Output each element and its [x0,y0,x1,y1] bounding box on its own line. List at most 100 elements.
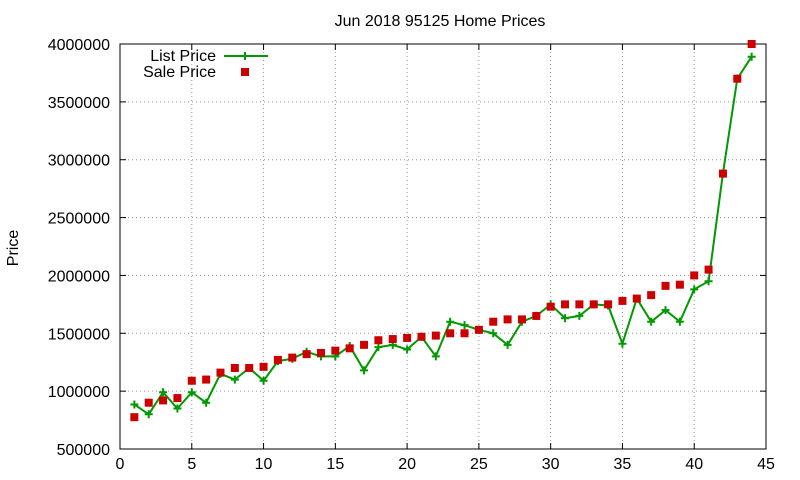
legend-marker-list-price [241,52,249,60]
sale-price-point [675,280,684,289]
grid [120,44,766,449]
axes [119,43,767,450]
plot-frame [119,43,767,450]
sale-price-point [589,300,598,309]
list-price-point [460,321,469,330]
sale-price-point [661,281,670,290]
x-tick-label: 35 [614,456,632,473]
list-price-point [431,352,440,361]
sale-price-point [503,315,512,324]
y-tick-label: 2000000 [48,268,110,285]
sale-price-point [245,364,254,372]
sale-price-point [331,346,340,355]
sale-price-point [446,329,455,338]
y-tick-label: 3500000 [48,95,110,112]
list-price-point [230,375,239,384]
list-price-point [130,400,139,409]
sale-price-point [546,302,555,311]
sale-price-point [704,265,713,274]
legend-label-sale-price: Sale Price [143,64,216,81]
y-axis-label: Price [5,230,22,267]
sale-price-point [159,396,168,405]
sale-price-point [561,300,570,309]
y-tick-label: 2500000 [48,211,110,228]
sale-price-point [460,329,469,338]
x-tick-label: 30 [542,456,560,473]
sale-price-point [690,271,699,280]
sale-price-point [647,291,656,300]
legend: List Price Sale Price [143,48,268,81]
list-price-point [661,306,670,315]
sale-price-point [130,413,139,422]
sale-price-point [388,335,397,344]
series-sale-price [130,40,756,422]
sale-price-point [187,376,196,385]
x-tick-label: 20 [398,456,416,473]
list-price-point [704,277,713,286]
sale-price-point [747,40,756,48]
tick-labels: 0 5 10 15 20 25 30 35 40 45 500000 1000000 1500000 20… [48,37,775,473]
series-list-price [130,52,756,419]
list-price-point [647,317,656,326]
y-tick-label: 1000000 [48,384,110,401]
list-price-point [403,345,412,354]
sale-price-point [345,344,354,353]
list-price-point [690,285,699,294]
list-price-point [747,52,756,61]
sale-price-point [202,375,211,384]
list-price-point [675,317,684,326]
sale-price-point [532,311,541,320]
list-price-point [360,366,369,375]
x-tick-label: 0 [116,456,125,473]
list-price-point [374,343,383,352]
y-tick-label: 500000 [57,442,110,459]
series-line-list-price [133,56,753,416]
sale-price-point [474,325,483,334]
sale-price-point [230,364,239,372]
list-price-point [144,410,153,419]
sale-price-point [575,300,584,309]
list-price-point [446,317,455,326]
sale-price-point [259,362,268,371]
y-tick-label: 1500000 [48,326,110,343]
legend-marker-sale-price [241,68,249,76]
y-tick-label: 3000000 [48,153,110,170]
sale-price-point [173,394,182,403]
x-tick-label: 40 [685,456,703,473]
list-price-point [618,339,627,348]
sale-price-point [360,340,369,349]
list-price-point [259,376,268,385]
sale-price-point [403,333,412,342]
sale-price-point [517,315,526,324]
sale-price-point [273,355,282,364]
list-price-point [159,388,168,397]
list-price-point [187,388,196,397]
x-tick-label: 15 [326,456,344,473]
legend-item-sale-price: Sale Price [143,64,249,81]
y-tick-label: 4000000 [48,37,110,54]
x-tick-label: 45 [757,456,775,473]
sale-price-point [302,350,311,359]
sale-price-point [718,169,727,178]
x-tick-label: 10 [255,456,273,473]
list-price-point [503,340,512,349]
list-price-point [489,329,498,338]
x-tick-label: 25 [470,456,488,473]
sale-price-point [489,317,498,326]
legend-item-list-price: List Price [150,48,268,65]
sale-price-point [216,368,225,377]
sale-price-point [417,332,426,341]
sale-price-point [733,74,742,83]
list-price-point [202,398,211,407]
x-tick-label: 5 [187,456,196,473]
sale-price-point [604,300,613,309]
list-price-point [561,314,570,323]
legend-label-list-price: List Price [150,48,216,65]
list-price-point [173,404,182,413]
sale-price-point [144,398,153,407]
sale-price-point [431,331,440,340]
chart-title: Jun 2018 95125 Home Prices [335,13,546,30]
sale-price-point [618,296,627,305]
sale-price-point [374,336,383,345]
